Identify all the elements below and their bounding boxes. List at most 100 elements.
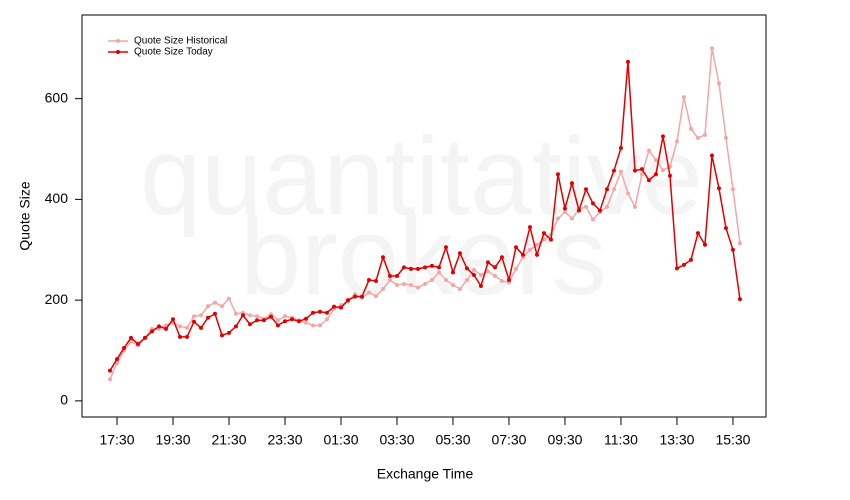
point: [310, 310, 315, 315]
point: [261, 318, 266, 323]
point: [674, 139, 679, 144]
point: [569, 216, 574, 221]
point: [660, 168, 665, 173]
point: [499, 278, 504, 283]
point: [541, 237, 546, 242]
point: [562, 206, 567, 211]
point: [492, 273, 497, 278]
point: [730, 187, 735, 192]
point: [646, 148, 651, 153]
point: [198, 325, 203, 330]
legend-label: Quote Size Historical: [134, 36, 227, 47]
x-tick-label: 13:30: [659, 432, 694, 448]
point: [457, 287, 462, 292]
point: [625, 59, 630, 64]
point: [177, 324, 182, 329]
point: [205, 315, 210, 320]
point: [478, 272, 483, 277]
point: [695, 135, 700, 140]
point: [380, 255, 385, 260]
point: [149, 329, 154, 334]
point: [156, 324, 161, 329]
point: [443, 277, 448, 282]
point: [485, 269, 490, 274]
x-tick-label: 23:30: [267, 432, 302, 448]
point: [387, 273, 392, 278]
x-tick-label: 05:30: [435, 432, 470, 448]
plot-frame: [81, 14, 767, 418]
x-tick-label: 03:30: [379, 432, 414, 448]
point: [289, 317, 294, 322]
point: [646, 178, 651, 183]
point: [107, 368, 112, 373]
point: [387, 277, 392, 282]
point: [639, 172, 644, 177]
point: [730, 247, 735, 252]
point: [345, 298, 350, 303]
point: [212, 300, 217, 305]
point: [590, 217, 595, 222]
point: [408, 283, 413, 288]
y-tick-label: 600: [45, 89, 69, 105]
point: [338, 305, 343, 310]
point: [464, 277, 469, 282]
point: [534, 252, 539, 257]
point: [212, 311, 217, 316]
point: [737, 297, 742, 302]
point: [604, 187, 609, 192]
point: [107, 377, 112, 382]
x-axis-label: Exchange Time: [377, 466, 474, 482]
point: [618, 169, 623, 174]
point: [541, 231, 546, 236]
point: [226, 296, 231, 301]
point: [317, 323, 322, 328]
point: [527, 247, 532, 252]
point: [569, 181, 574, 186]
point: [604, 204, 609, 209]
point: [471, 267, 476, 272]
point: [653, 172, 658, 177]
point: [737, 241, 742, 246]
point: [268, 314, 273, 319]
legend-marker: [116, 39, 120, 43]
point: [198, 313, 203, 318]
point: [282, 319, 287, 324]
point: [317, 309, 322, 314]
point: [709, 153, 714, 158]
x-tick-label: 19:30: [155, 432, 190, 448]
point: [184, 325, 189, 330]
point: [184, 334, 189, 339]
point: [394, 273, 399, 278]
point: [282, 314, 287, 319]
point: [240, 313, 245, 318]
point: [611, 168, 616, 173]
x-tick-label: 07:30: [491, 432, 526, 448]
point: [254, 318, 259, 323]
legend-label: Quote Size Today: [134, 47, 213, 58]
point: [443, 245, 448, 250]
x-tick-label: 21:30: [211, 432, 246, 448]
point: [401, 282, 406, 287]
x-tick-label: 15:30: [715, 432, 750, 448]
point: [492, 265, 497, 270]
point: [422, 265, 427, 270]
point: [324, 310, 329, 315]
point: [716, 81, 721, 86]
point: [233, 324, 238, 329]
point: [534, 242, 539, 247]
point: [247, 322, 252, 327]
point: [716, 186, 721, 191]
point: [366, 290, 371, 295]
point: [380, 287, 385, 292]
point: [520, 252, 525, 257]
point: [513, 245, 518, 250]
point: [254, 314, 259, 319]
point: [436, 265, 441, 270]
x-tick-label: 17:30: [99, 432, 134, 448]
point: [114, 357, 119, 362]
point: [401, 265, 406, 270]
point: [373, 278, 378, 283]
point: [170, 317, 175, 322]
point: [296, 319, 301, 324]
point: [555, 172, 560, 177]
